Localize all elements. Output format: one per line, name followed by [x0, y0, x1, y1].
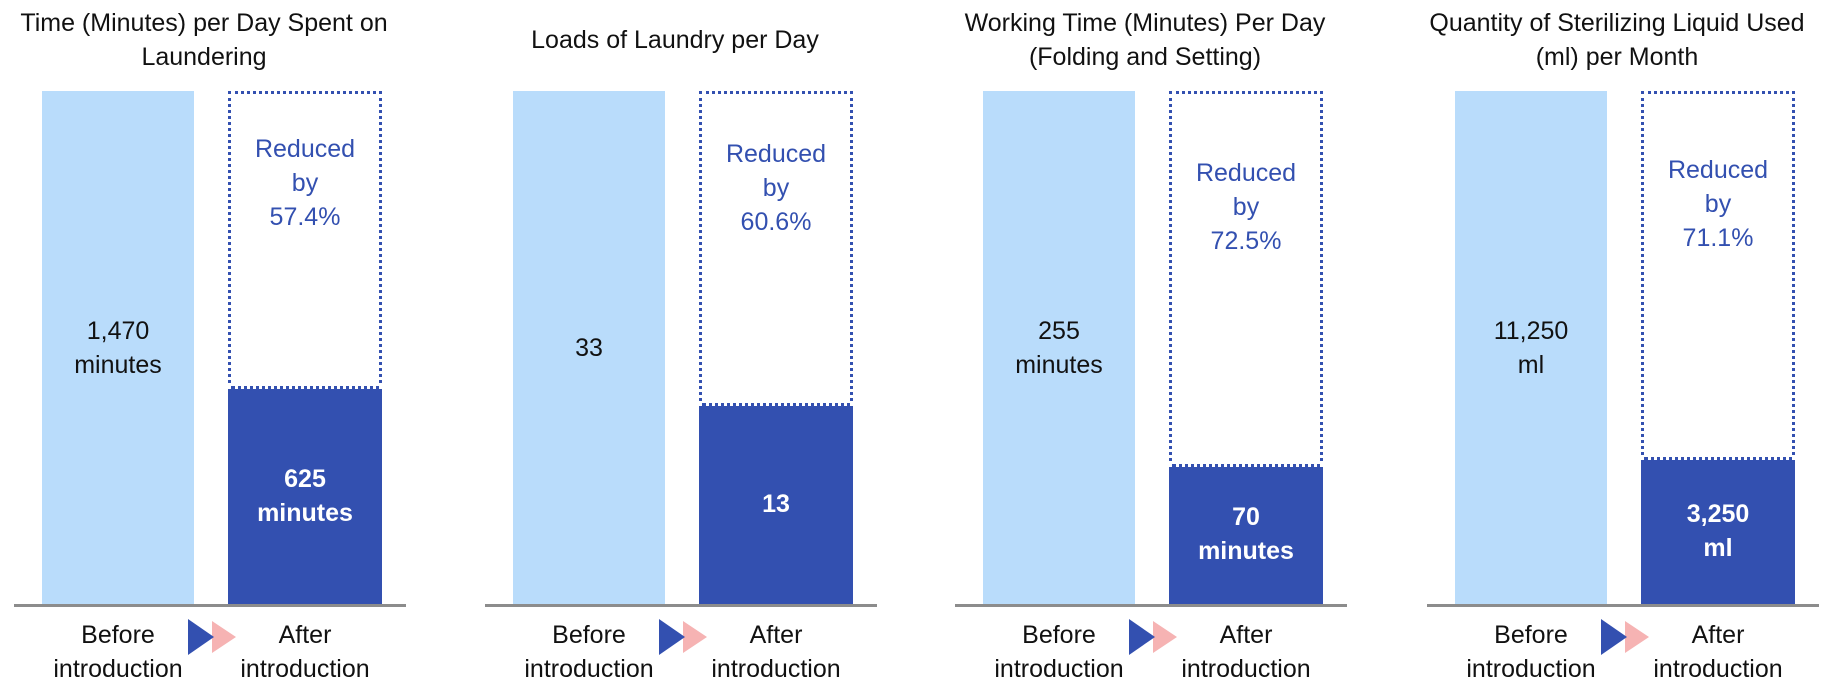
chart-panel: Working Time (Minutes) Per Day (Folding …: [941, 0, 1361, 683]
bar: [1455, 91, 1607, 605]
annotation: Reduced by 71.1%: [1667, 156, 1769, 253]
category-label: Before introduction: [994, 621, 1124, 683]
bar: [42, 91, 194, 605]
annotation: Reduced by 57.4%: [254, 134, 356, 231]
value-label: 13: [762, 489, 790, 518]
bar: [228, 386, 382, 605]
bar: [983, 91, 1135, 605]
chart-title: Time (Minutes) per Day Spent on Launderi…: [20, 9, 388, 71]
category-label: After introduction: [711, 621, 841, 683]
value-label: 625 minutes: [257, 464, 353, 527]
value-label: 70 minutes: [1198, 503, 1294, 566]
category-label: After introduction: [1653, 621, 1783, 683]
baseline: [485, 604, 877, 607]
chart-title: Loads of Laundry per Day: [531, 26, 819, 54]
arrow-back: [212, 621, 236, 653]
value-label: 255 minutes: [1015, 317, 1103, 379]
chart-panel: Loads of Laundry per Day 33 Before introdu…: [471, 0, 891, 683]
value-label: 11,250 ml: [1493, 317, 1569, 379]
arrow-front: [1601, 619, 1627, 655]
chart-panel: Quantity of Sterilizing Liquid Used (ml)…: [1413, 0, 1831, 683]
value-label: 1,470 minutes: [74, 317, 162, 379]
baseline: [955, 604, 1347, 607]
arrow-icon: [1129, 619, 1177, 655]
chart-title: Quantity of Sterilizing Liquid Used (ml)…: [1429, 9, 1805, 71]
bar: [1169, 463, 1323, 605]
bar: [1641, 456, 1795, 605]
baseline: [1427, 604, 1819, 607]
arrow-back: [1625, 621, 1649, 653]
annotation: Reduced by 72.5%: [1195, 158, 1297, 255]
arrow-back: [683, 621, 707, 653]
value-label: 33: [575, 334, 603, 362]
arrow-icon: [188, 619, 236, 655]
bar: [513, 91, 665, 605]
chart-title: Working Time (Minutes) Per Day (Folding …: [964, 9, 1326, 71]
annotation: Reduced by 60.6%: [725, 139, 827, 236]
category-label: Before introduction: [1466, 621, 1596, 683]
baseline: [14, 604, 406, 607]
category-label: Before introduction: [53, 621, 183, 683]
bar: [699, 402, 853, 605]
arrow-front: [659, 619, 685, 655]
arrow-front: [188, 619, 214, 655]
value-label: 3,250 ml: [1686, 499, 1750, 562]
arrow-back: [1153, 621, 1177, 653]
arrow-icon: [1601, 619, 1649, 655]
arrow-front: [1129, 619, 1155, 655]
category-label: Before introduction: [524, 621, 654, 683]
category-label: After introduction: [1181, 621, 1311, 683]
category-label: After introduction: [240, 621, 370, 683]
chart-panel: Time (Minutes) per Day Spent on Launderi…: [0, 0, 420, 683]
arrow-icon: [659, 619, 707, 655]
